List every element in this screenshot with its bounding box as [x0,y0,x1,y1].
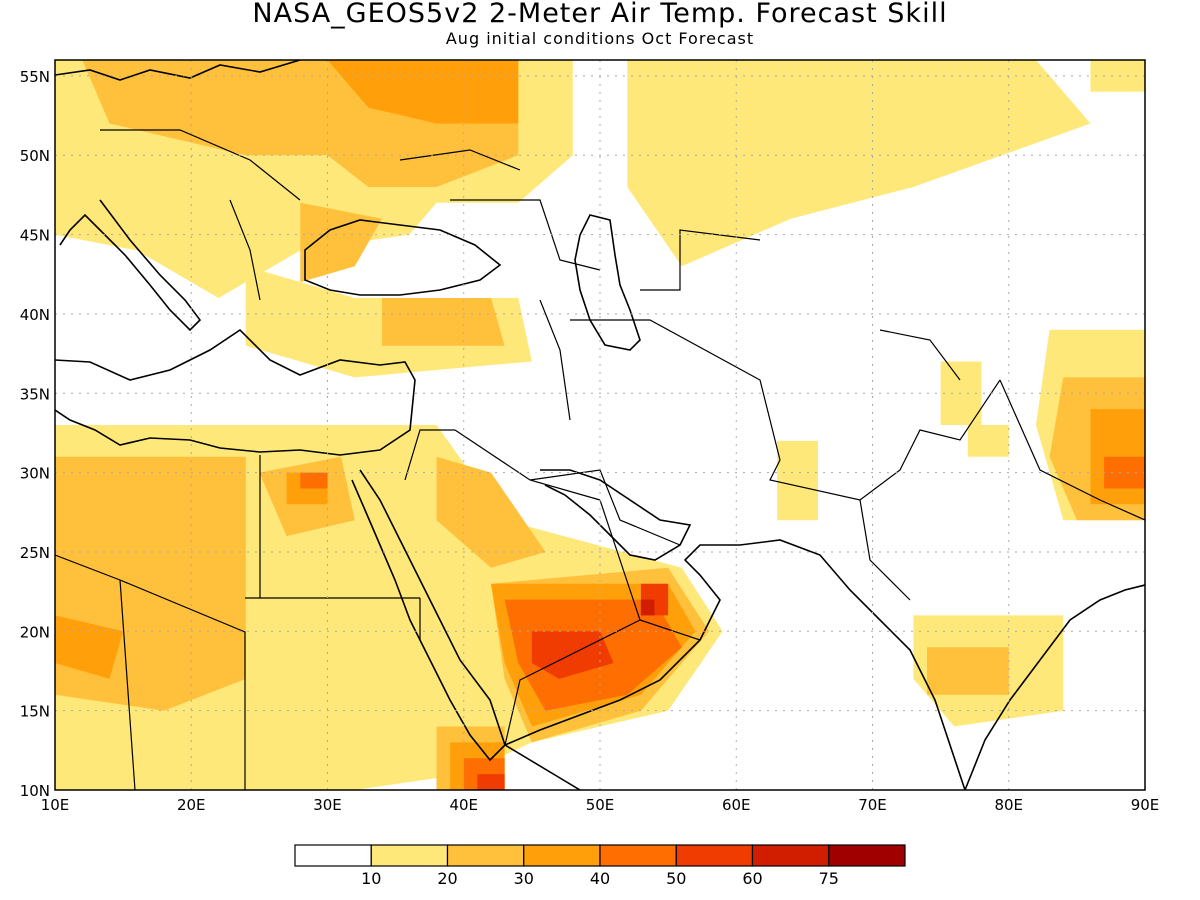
colorbar-swatch [294,844,372,867]
skill-region-level-2-6 [382,298,505,346]
colorbar-swatch [751,844,830,867]
lon-tick-label: 50E [586,796,615,814]
lat-tick-label: 30N [20,465,50,483]
lon-tick-label: 80E [994,796,1023,814]
skill-region-level-1-6 [777,440,818,521]
colorbar-label: 50 [666,869,686,888]
lon-tick-label: 60E [722,796,751,814]
skill-region-level-1-9 [967,425,1009,457]
colorbar-swatch [370,844,449,867]
colorbar-label: 20 [437,869,457,888]
colorbar-swatch [523,844,601,867]
colorbar-label: 30 [514,869,534,888]
colorbar-label: 10 [361,869,381,888]
colorbar-swatch [446,844,525,867]
skill-region-level-2-8 [927,647,1009,695]
border-lines [55,129,1145,790]
coastline-bay-of-bengal [964,584,1145,790]
coastline-adriatic-italy [59,199,202,332]
lat-tick-label: 40N [20,306,50,324]
lon-tick-label: 30E [313,796,342,814]
lat-tick-label: 25N [20,544,50,562]
lon-tick-label: 10E [41,796,70,814]
plot-frame [54,59,1146,791]
skill-region-level-4-3 [1104,456,1145,489]
coastline-black-sea [304,219,502,296]
graticule [55,60,1145,790]
skill-region-level-5-2 [477,774,505,790]
colorbar-swatch [675,844,754,867]
colorbar-label: 60 [742,869,762,888]
coastline-baltic [55,60,301,81]
lon-tick-label: 20E [177,796,206,814]
colorbar: 10 20 30 40 50 60 75 [294,844,906,888]
skill-region-level-4-1 [300,472,328,489]
coastline-arabian-sea [504,539,966,790]
skill-region-level-2-1 [300,202,382,283]
skill-region-level-1-7 [940,361,982,425]
skill-region-level-1-4 [1090,60,1145,92]
lon-tick-label: 90E [1131,796,1160,814]
skill-region-level-1-3 [627,60,1091,267]
colorbar-swatch [599,844,677,867]
colorbar-swatch [828,844,906,867]
colorbar-label: 75 [819,869,839,888]
lat-tick-label: 50N [20,147,50,165]
lon-tick-label: 70E [858,796,887,814]
lat-tick-label: 45N [20,227,50,245]
latitude-tick-labels: 10N 15N 20N 25N 30N 35N 40N 45N 50N 55N [20,68,50,800]
lon-tick-label: 40E [449,796,478,814]
map-subtitle: Aug initial conditions Oct Forecast [445,29,755,48]
skill-region-level-2-2 [55,456,246,711]
coastline-east-africa [504,744,581,790]
coastline-mediterranean [55,328,416,456]
lat-tick-label: 15N [20,703,50,721]
coastline-red-sea [351,469,506,762]
coastlines [55,60,1145,790]
map-title: NASA_GEOS5v2 2-Meter Air Temp. Forecast … [252,0,948,29]
lat-tick-label: 35N [20,385,50,403]
skill-region-level-6-0 [640,599,655,616]
longitude-tick-labels: 10E 20E 30E 40E 50E 60E 70E 80E 90E [41,796,1160,814]
lat-tick-label: 20N [20,623,50,641]
lat-tick-label: 55N [20,68,50,86]
coastline-caspian [574,214,641,351]
lat-tick-label: 10N [20,782,50,800]
colorbar-label: 40 [590,869,610,888]
